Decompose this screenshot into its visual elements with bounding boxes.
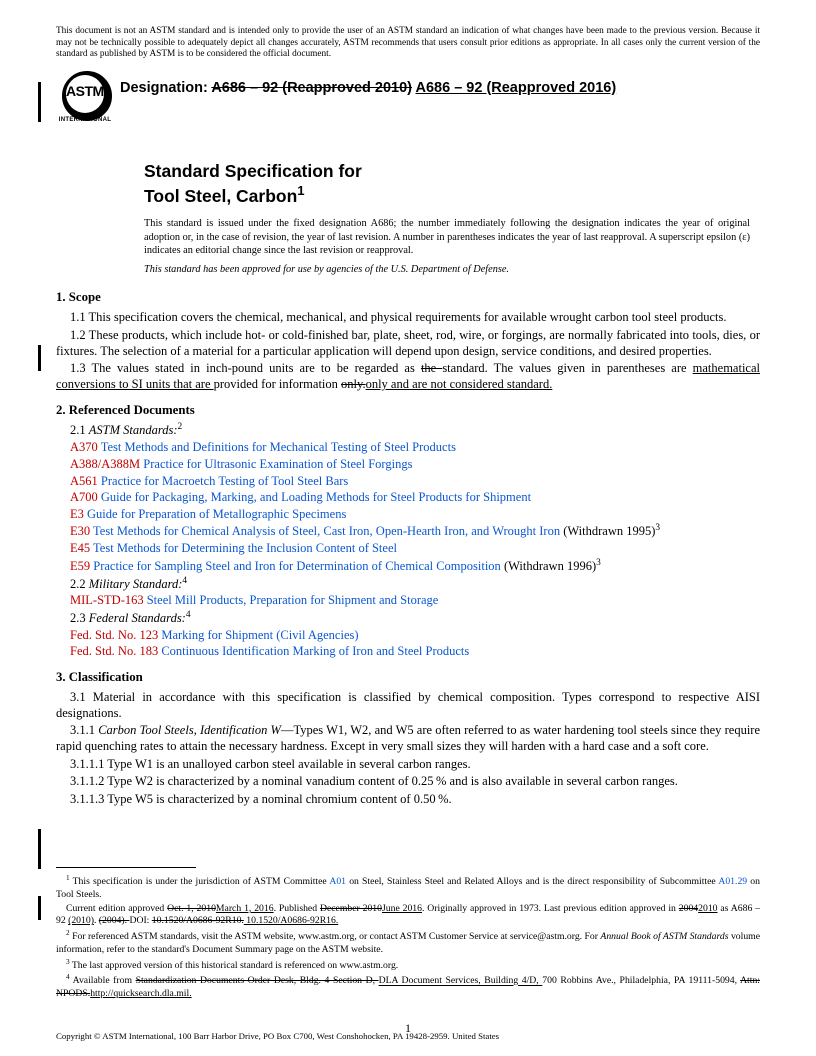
astm-ref: E59 Practice for Sampling Steel and Iron… [70,558,760,575]
scope-1-2: 1.2 These products, which include hot- o… [56,328,760,359]
revision-change-bar [38,345,41,371]
issuance-note: This standard is issued under the fixed … [144,217,760,257]
footnote-1-line2: Current edition approved Oct. 1, 2010Mar… [56,903,760,928]
astm-ref: A370 Test Methods and Definitions for Me… [70,440,760,456]
mil-ref: MIL-STD-163 Steel Mill Products, Prepara… [70,593,760,609]
class-3-1-1-1: 3.1.1.1 Type W1 is an unalloyed carbon s… [56,757,760,773]
dod-note: This standard has been approved for use … [144,264,760,277]
top-disclaimer: This document is not an ASTM standard an… [56,26,760,61]
astm-logo: ASTM INTERNATIONAL [56,71,114,125]
footnote-4: 4 Available from Standardization Documen… [56,973,760,1000]
scope-heading: 1. Scope [56,290,760,306]
federal-standards-subhead: 2.3 Federal Standards:4 [70,610,760,627]
scope-1-1: 1.1 This specification covers the chemic… [56,310,760,326]
astm-ref: A561 Practice for Macroetch Testing of T… [70,474,760,490]
document-page: This document is not an ASTM standard an… [0,0,816,1056]
scope-1-3: 1.3 The values stated in inch-pound unit… [56,361,760,392]
class-3-1-1-2: 3.1.1.2 Type W2 is characterized by a no… [56,774,760,790]
standard-title: Standard Specification for Tool Steel, C… [144,161,760,208]
revision-change-bar [38,82,41,122]
footnote-rule [56,867,196,868]
footnote-3: 3 The last approved version of this hist… [56,958,760,973]
footnote-1: 1 This specification is under the jurisd… [56,874,760,901]
class-3-1: 3.1 Material in accordance with this spe… [56,690,760,721]
fed-ref: Fed. Std. No. 123 Marking for Shipment (… [70,628,760,644]
astm-ref: A388/A388M Practice for Ultrasonic Exami… [70,457,760,473]
designation-line: Designation: A686 – 92 (Reapproved 2010)… [120,79,616,97]
revision-change-bar [38,829,41,869]
refdocs-heading: 2. Referenced Documents [56,403,760,419]
astm-ref: A700 Guide for Packaging, Marking, and L… [70,490,760,506]
astm-standards-subhead: 2.1 ASTM Standards:2 [70,422,760,439]
page-number: 1 [0,1021,816,1036]
astm-ref: E30 Test Methods for Chemical Analysis o… [70,523,760,540]
class-3-1-1-3: 3.1.1.3 Type W5 is characterized by a no… [56,792,760,808]
astm-ref: E45 Test Methods for Determining the Inc… [70,541,760,557]
fed-ref: Fed. Std. No. 183 Continuous Identificat… [70,644,760,660]
footnote-2: 2 For referenced ASTM standards, visit t… [56,929,760,956]
astm-ref: E3 Guide for Preparation of Metallograph… [70,507,760,523]
class-3-1-1: 3.1.1 Carbon Tool Steels, Identification… [56,723,760,754]
header-row: ASTM INTERNATIONAL Designation: A686 – 9… [56,71,760,125]
classification-heading: 3. Classification [56,670,760,686]
revision-change-bar [38,896,41,920]
military-standard-subhead: 2.2 Military Standard:4 [70,576,760,593]
